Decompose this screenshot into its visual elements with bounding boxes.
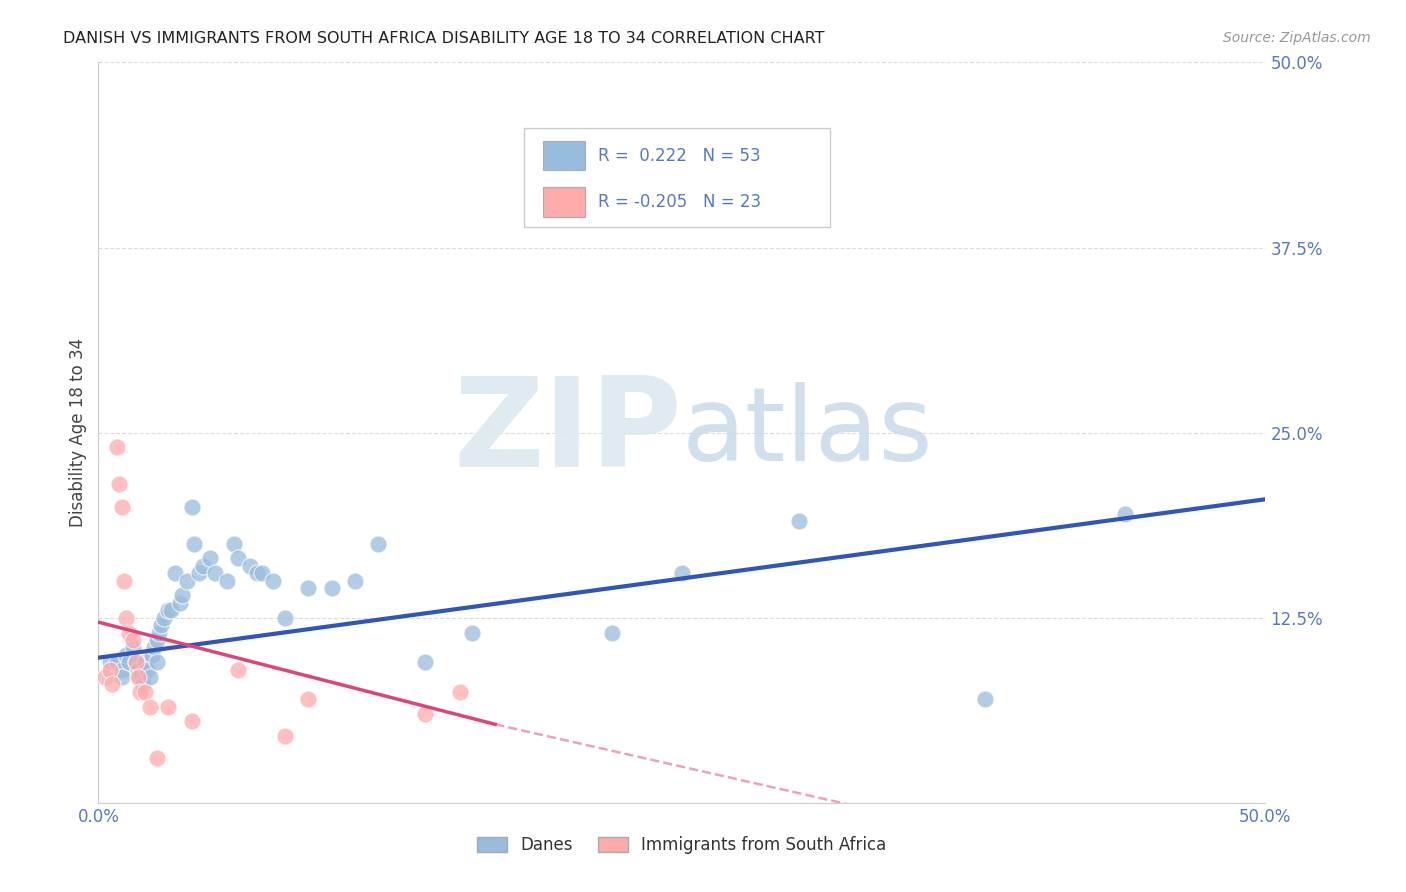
- Point: [115, 648, 138, 662]
- Point: [262, 574, 284, 588]
- Point: [215, 574, 238, 588]
- Point: [246, 566, 269, 581]
- Point: [150, 618, 173, 632]
- Point: [413, 706, 436, 721]
- Point: [228, 551, 250, 566]
- Text: ZIP: ZIP: [453, 372, 682, 493]
- Text: R = -0.205   N = 23: R = -0.205 N = 23: [598, 194, 761, 211]
- Point: [297, 581, 319, 595]
- Point: [159, 603, 181, 617]
- Text: Source: ZipAtlas.com: Source: ZipAtlas.com: [1223, 31, 1371, 45]
- Point: [554, 181, 576, 195]
- Point: [671, 566, 693, 581]
- Point: [129, 670, 152, 684]
- Point: [180, 714, 202, 729]
- Point: [344, 574, 367, 588]
- Point: [157, 603, 180, 617]
- Point: [105, 655, 128, 669]
- Point: [1114, 507, 1136, 521]
- Point: [274, 610, 297, 624]
- Point: [187, 566, 209, 581]
- Point: [98, 655, 121, 669]
- Point: [787, 515, 810, 529]
- Point: [139, 699, 162, 714]
- Point: [239, 558, 262, 573]
- Point: [98, 663, 121, 677]
- Point: [152, 610, 174, 624]
- Point: [125, 655, 148, 669]
- Point: [222, 536, 245, 550]
- Point: [297, 692, 319, 706]
- Point: [108, 477, 131, 491]
- Point: [125, 655, 148, 669]
- Point: [112, 574, 135, 588]
- Point: [101, 677, 124, 691]
- Point: [94, 670, 117, 684]
- Point: [146, 632, 169, 647]
- Y-axis label: Disability Age 18 to 34: Disability Age 18 to 34: [69, 338, 87, 527]
- Point: [111, 670, 134, 684]
- Point: [148, 625, 170, 640]
- Point: [118, 655, 141, 669]
- Point: [111, 663, 134, 677]
- Point: [146, 751, 169, 765]
- Point: [134, 685, 156, 699]
- Point: [274, 729, 297, 743]
- Point: [367, 536, 389, 550]
- Point: [132, 677, 155, 691]
- Point: [204, 566, 226, 581]
- Point: [461, 625, 484, 640]
- Point: [143, 640, 166, 655]
- Point: [146, 655, 169, 669]
- Point: [321, 581, 343, 595]
- Text: R =  0.222   N = 53: R = 0.222 N = 53: [598, 146, 761, 164]
- Point: [134, 655, 156, 669]
- Text: DANISH VS IMMIGRANTS FROM SOUTH AFRICA DISABILITY AGE 18 TO 34 CORRELATION CHART: DANISH VS IMMIGRANTS FROM SOUTH AFRICA D…: [63, 31, 825, 46]
- Point: [228, 663, 250, 677]
- Point: [105, 441, 128, 455]
- Point: [600, 625, 623, 640]
- Point: [122, 640, 145, 655]
- Point: [115, 610, 138, 624]
- Point: [111, 500, 134, 514]
- Point: [127, 670, 149, 684]
- Point: [139, 670, 162, 684]
- Point: [183, 536, 205, 550]
- Point: [136, 663, 159, 677]
- Point: [165, 566, 187, 581]
- Point: [250, 566, 273, 581]
- Point: [118, 625, 141, 640]
- Point: [127, 663, 149, 677]
- Text: atlas: atlas: [682, 382, 934, 483]
- Point: [200, 551, 222, 566]
- Point: [129, 685, 152, 699]
- Point: [449, 685, 471, 699]
- Point: [172, 589, 194, 603]
- Legend: Danes, Immigrants from South Africa: Danes, Immigrants from South Africa: [471, 830, 893, 861]
- Point: [157, 699, 180, 714]
- Point: [169, 596, 191, 610]
- Point: [141, 648, 163, 662]
- Point: [122, 632, 145, 647]
- Point: [180, 500, 202, 514]
- Point: [193, 558, 215, 573]
- Point: [176, 574, 198, 588]
- Point: [974, 692, 997, 706]
- Point: [413, 655, 436, 669]
